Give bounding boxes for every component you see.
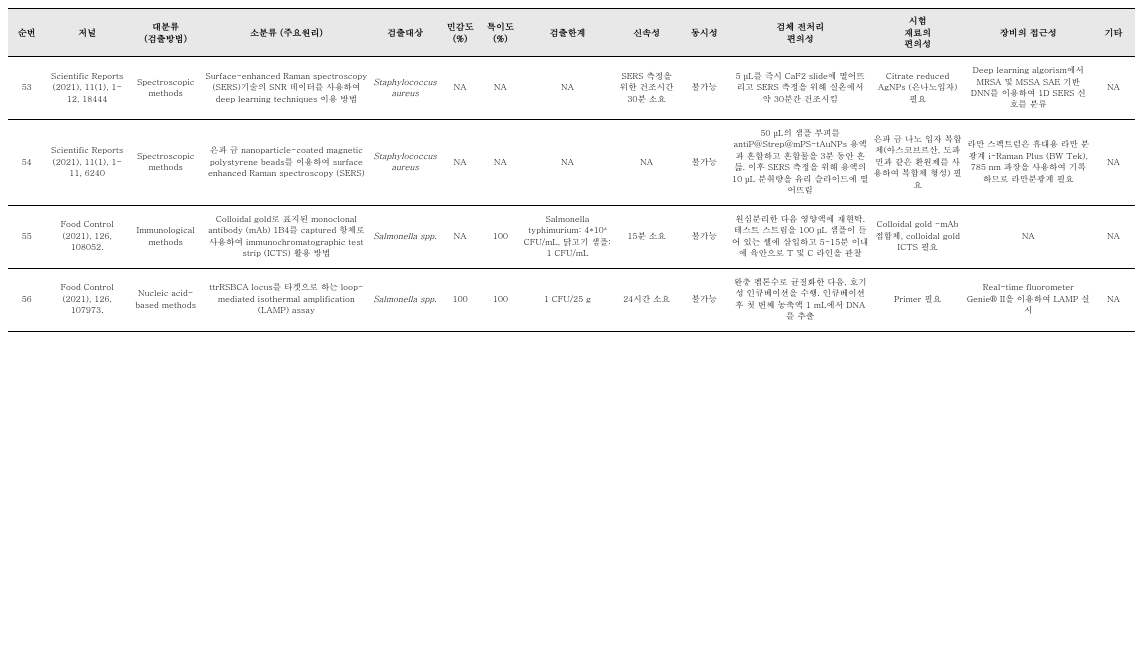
cell-target: Salmonella spp. bbox=[370, 205, 440, 268]
cell-category: Nucleic acid-based methods bbox=[129, 268, 203, 331]
cell-etc: NA bbox=[1092, 119, 1135, 205]
col-header-journal: 저널 bbox=[46, 9, 129, 57]
cell-simultaneity: 불가능 bbox=[679, 57, 730, 120]
cell-speed: 24시간 소요 bbox=[614, 268, 678, 331]
table-row: 55Food Control (2021), 126, 108052.Immun… bbox=[8, 205, 1135, 268]
cell-principle: ttrRSBCA locus를 타겟으로 하는 loop-mediated is… bbox=[203, 268, 371, 331]
cell-reagent: Citrate reduced AgNPs (은나노입자) 필요 bbox=[871, 57, 965, 120]
cell-journal: Scientific Reports (2021), 11(1), 1-11, … bbox=[46, 119, 129, 205]
cell-limit: Salmonella typhimurium: 4*10³ CFU/mL, 닭고… bbox=[520, 205, 614, 268]
col-header-speed: 신속성 bbox=[614, 9, 678, 57]
cell-specificity: 100 bbox=[480, 268, 520, 331]
cell-simultaneity: 불가능 bbox=[679, 205, 730, 268]
cell-specificity: 100 bbox=[480, 205, 520, 268]
cell-target: Salmonella spp. bbox=[370, 268, 440, 331]
cell-etc: NA bbox=[1092, 268, 1135, 331]
cell-equipment: Real-time fluorometer Genie® II을 이용하여 LA… bbox=[965, 268, 1092, 331]
table-row: 53Scientific Reports (2021), 11(1), 1-12… bbox=[8, 57, 1135, 120]
cell-speed: NA bbox=[614, 119, 678, 205]
cell-no: 54 bbox=[8, 119, 46, 205]
cell-category: Immunological methods bbox=[129, 205, 203, 268]
col-header-target: 검출대상 bbox=[370, 9, 440, 57]
col-header-specificity: 특이도(%) bbox=[480, 9, 520, 57]
col-header-limit: 검출한계 bbox=[520, 9, 614, 57]
cell-reagent: Colloidal gold -mAb 접합체, colloidal gold … bbox=[871, 205, 965, 268]
cell-sensitivity: NA bbox=[440, 205, 480, 268]
cell-equipment: 라만 스펙트럼은 휴대용 라만 분광계 i-Raman Plus (BW Tek… bbox=[965, 119, 1092, 205]
cell-journal: Food Control (2021), 126, 107973. bbox=[46, 268, 129, 331]
cell-equipment: NA bbox=[965, 205, 1092, 268]
cell-etc: NA bbox=[1092, 57, 1135, 120]
cell-etc: NA bbox=[1092, 205, 1135, 268]
cell-simultaneity: 불가능 bbox=[679, 268, 730, 331]
col-header-category: 대분류(검출방법) bbox=[129, 9, 203, 57]
cell-no: 55 bbox=[8, 205, 46, 268]
cell-principle: 은과 금 nanoparticle-coated magnetic polyst… bbox=[203, 119, 371, 205]
cell-category: Spectroscopic methods bbox=[129, 57, 203, 120]
cell-preprocess: 50 μL의 샘플 부피를 antiP@Strep@mPS-tAuNPs 용액과… bbox=[730, 119, 871, 205]
col-header-reagent: 시험재료의편의성 bbox=[871, 9, 965, 57]
table-row: 54Scientific Reports (2021), 11(1), 1-11… bbox=[8, 119, 1135, 205]
cell-specificity: NA bbox=[480, 119, 520, 205]
cell-sensitivity: NA bbox=[440, 57, 480, 120]
col-header-simultaneity: 동시성 bbox=[679, 9, 730, 57]
cell-sensitivity: 100 bbox=[440, 268, 480, 331]
table-body: 53Scientific Reports (2021), 11(1), 1-12… bbox=[8, 57, 1135, 331]
cell-principle: Colloidal gold로 표지된 monoclonal antibody … bbox=[203, 205, 371, 268]
cell-simultaneity: 불가능 bbox=[679, 119, 730, 205]
cell-journal: Food Control (2021), 126, 108052. bbox=[46, 205, 129, 268]
col-header-sensitivity: 민감도(%) bbox=[440, 9, 480, 57]
cell-preprocess: 원심분리한 다음 영양액에 재현탁. 테스트 스트립을 100 μL 샘플이 들… bbox=[730, 205, 871, 268]
cell-speed: SERS 측정을 위한 건조시간 30분 소요 bbox=[614, 57, 678, 120]
col-header-etc: 기타 bbox=[1092, 9, 1135, 57]
cell-no: 56 bbox=[8, 268, 46, 331]
table-row: 56Food Control (2021), 126, 107973.Nucle… bbox=[8, 268, 1135, 331]
cell-specificity: NA bbox=[480, 57, 520, 120]
cell-category: Spectroscopic methods bbox=[129, 119, 203, 205]
cell-preprocess: 완충 펩톤수로 균질화한 다음, 호기성 인큐베이션을 수행. 인큐베이션 후 … bbox=[730, 268, 871, 331]
cell-journal: Scientific Reports (2021), 11(1), 1-12, … bbox=[46, 57, 129, 120]
cell-target: Staphylococcus aureus bbox=[370, 57, 440, 120]
col-header-principle: 소분류 (주요원리) bbox=[203, 9, 371, 57]
col-header-equipment: 장비의 접근성 bbox=[965, 9, 1092, 57]
cell-no: 53 bbox=[8, 57, 46, 120]
data-table: 순번 저널 대분류(검출방법) 소분류 (주요원리) 검출대상 민감도(%) 특… bbox=[8, 8, 1135, 332]
cell-target: Staphylococcus aureus bbox=[370, 119, 440, 205]
cell-limit: NA bbox=[520, 119, 614, 205]
cell-reagent: 은과 금 나노 입자 복합체(아스코브르산, 도파민과 같은 환원제를 사용하여… bbox=[871, 119, 965, 205]
cell-sensitivity: NA bbox=[440, 119, 480, 205]
col-header-no: 순번 bbox=[8, 9, 46, 57]
cell-limit: 1 CFU/25 g bbox=[520, 268, 614, 331]
cell-reagent: Primer 필요 bbox=[871, 268, 965, 331]
cell-preprocess: 5 μL를 즉시 CaF2 slide에 떨어뜨리고 SERS 측정을 위해 실… bbox=[730, 57, 871, 120]
col-header-preprocess: 검체 전처리편의성 bbox=[730, 9, 871, 57]
cell-principle: Surface-enhanced Raman spectroscopy (SER… bbox=[203, 57, 371, 120]
cell-limit: NA bbox=[520, 57, 614, 120]
cell-equipment: Deep learning algorism에서 MRSA 및 MSSA SAE… bbox=[965, 57, 1092, 120]
table-header: 순번 저널 대분류(검출방법) 소분류 (주요원리) 검출대상 민감도(%) 특… bbox=[8, 9, 1135, 57]
cell-speed: 15분 소요 bbox=[614, 205, 678, 268]
